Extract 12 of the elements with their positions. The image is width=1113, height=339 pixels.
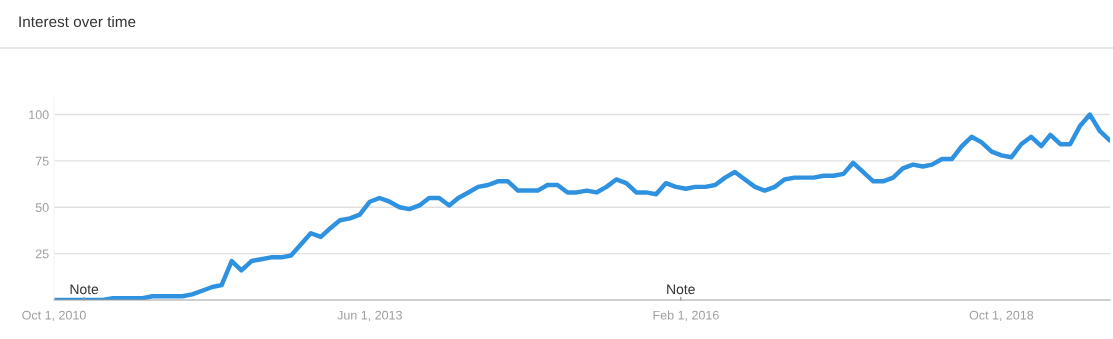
x-tick-label: Feb 1, 2016 xyxy=(653,310,719,322)
line-series xyxy=(54,112,1110,300)
annotation: Note xyxy=(70,284,99,295)
chart-title: Interest over time xyxy=(19,15,136,28)
y-tick-label: 25 xyxy=(35,249,49,259)
y-tick-label: 50 xyxy=(35,203,49,212)
x-tick-label: Oct 1, 2010 xyxy=(22,310,86,322)
x-tick-label: Jun 1, 2013 xyxy=(337,310,402,322)
x-tick-label: Oct 1, 2018 xyxy=(969,310,1034,322)
y-tick-label: 100 xyxy=(29,110,49,120)
y-tick-label: 75 xyxy=(35,156,49,166)
annotation: Note xyxy=(667,284,695,295)
